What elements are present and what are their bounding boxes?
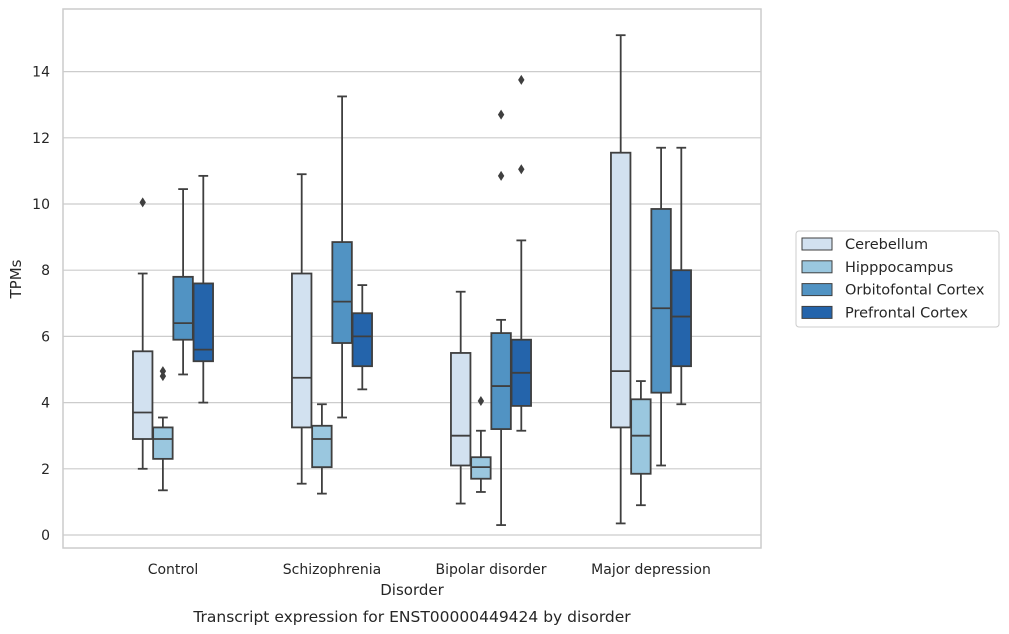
legend-frame: [795, 230, 1000, 328]
boxes: [132, 34, 692, 526]
y-tick-10: 10: [32, 197, 50, 213]
box-iqr: [192, 282, 214, 363]
box-iqr: [311, 424, 333, 469]
box-orbitofontal-cortex-bipolar-disorder: [490, 109, 512, 526]
x-tick-control: Control: [148, 562, 199, 578]
x-tick-schizophrenia: Schizophrenia: [283, 562, 381, 578]
box-iqr: [450, 352, 472, 467]
y-axis-label: TPMs: [7, 259, 25, 299]
outlier-0: [139, 197, 146, 208]
box-hipppocampus-schizophrenia: [311, 403, 333, 495]
x-axis-label: Disorder: [380, 581, 444, 599]
y-tick-14: 14: [32, 65, 50, 81]
y-tick-2: 2: [41, 462, 50, 478]
legend-label-prefrontal-cortex: Prefrontal Cortex: [845, 305, 968, 321]
box-iqr: [670, 269, 692, 368]
box-iqr: [490, 332, 512, 430]
box-iqr: [172, 275, 194, 341]
y-tick-6: 6: [41, 329, 50, 345]
outlier-0: [477, 395, 485, 406]
box-hipppocampus-bipolar-disorder: [470, 395, 492, 493]
legend-swatch-hipppocampus: [801, 260, 833, 274]
box-hipppocampus-control: [152, 366, 174, 492]
x-tick-major-depression: Major depression: [591, 562, 711, 578]
chart-caption: Transcript expression for ENST0000044942…: [192, 608, 631, 626]
box-iqr: [351, 312, 373, 368]
box-prefrontal-cortex-major-depression: [670, 146, 692, 406]
outlier-0: [518, 164, 525, 175]
y-tick-0: 0: [41, 528, 50, 544]
box-iqr: [650, 208, 672, 394]
y-tick-12: 12: [32, 131, 50, 147]
box-prefrontal-cortex-control: [192, 174, 214, 404]
legend-swatch-orbitofontal-cortex: [801, 283, 833, 297]
box-orbitofontal-cortex-control: [172, 188, 194, 376]
box-orbitofontal-cortex-major-depression: [650, 146, 672, 467]
legend-label-cerebellum: Cerebellum: [845, 237, 928, 253]
legend-label-hipppocampus: Hipppocampus: [845, 260, 953, 276]
y-tick-8: 8: [41, 263, 50, 279]
box-cerebellum-schizophrenia: [291, 173, 313, 485]
box-hipppocampus-major-depression: [630, 380, 652, 507]
box-orbitofontal-cortex-schizophrenia: [331, 95, 353, 419]
box-cerebellum-major-depression: [610, 34, 632, 525]
outlier-1: [497, 109, 505, 120]
outlier-1: [159, 366, 167, 377]
box-cerebellum-control: [132, 197, 154, 470]
box-iqr: [331, 241, 353, 344]
box-iqr: [291, 272, 313, 429]
box-prefrontal-cortex-schizophrenia: [351, 284, 373, 391]
y-tick-4: 4: [41, 396, 50, 412]
legend-swatch-cerebellum: [801, 237, 833, 251]
box-prefrontal-cortex-bipolar-disorder: [510, 74, 532, 432]
outlier-1: [518, 74, 525, 85]
x-tick-bipolar-disorder: Bipolar disorder: [435, 562, 546, 578]
outlier-0: [497, 170, 505, 181]
legend-label-orbitofontal-cortex: Orbitofontal Cortex: [845, 283, 985, 299]
x-tick-labels: Control Schizophrenia Bipolar disorder Majo…: [148, 562, 711, 578]
box-cerebellum-bipolar-disorder: [450, 290, 472, 505]
box-iqr: [132, 350, 154, 440]
box-iqr: [152, 426, 174, 460]
y-tick-labels: 0 2 4 6 8 10 12 14: [32, 65, 50, 544]
legend-swatch-prefrontal-cortex: [801, 305, 833, 319]
box-iqr: [610, 151, 632, 429]
legend: Cerebellum Hipppocampus Orbitofontal Corte…: [795, 230, 1000, 328]
